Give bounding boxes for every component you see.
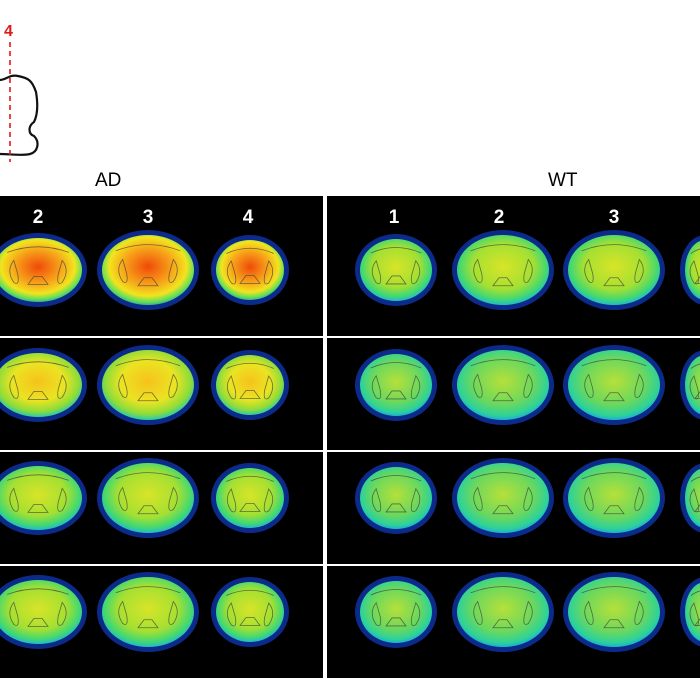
ad-row-4 (0, 566, 323, 678)
wt-row-1 (327, 196, 700, 336)
wt-column-label-1: 1 (388, 207, 400, 228)
coronal-level-label: 4 (4, 23, 13, 40)
brain-outline (0, 74, 39, 156)
ad-column-label-2: 3 (142, 207, 154, 228)
wt-row-4 (327, 566, 700, 678)
ad-column-label-3: 4 (242, 207, 254, 228)
ad-row-2 (0, 338, 323, 450)
group-title-ad: AD (95, 170, 122, 191)
panel-area (0, 196, 700, 680)
group-title-wt: WT (548, 170, 578, 191)
wt-column-label-3: 3 (608, 207, 620, 228)
ad-row-1 (0, 196, 323, 336)
wt-row-2 (327, 338, 700, 450)
wt-row-3 (327, 452, 700, 564)
ad-row-3 (0, 452, 323, 564)
sagittal-outline-sketch (0, 42, 39, 162)
ad-column-label-1: 2 (32, 207, 44, 228)
wt-column-label-2: 2 (493, 207, 505, 228)
